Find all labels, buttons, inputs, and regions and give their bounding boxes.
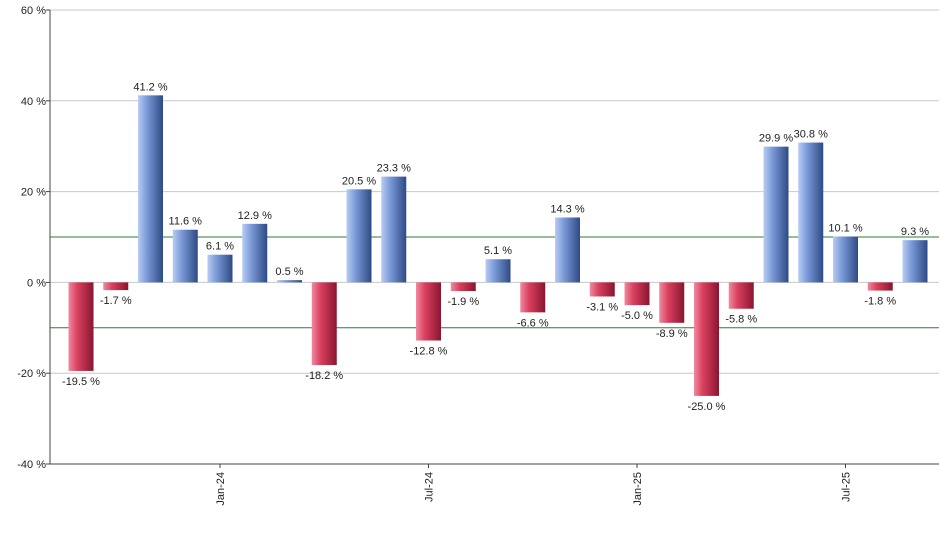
x-tick-label: Jul-24 (424, 472, 436, 502)
data-label: -25.0 % (688, 401, 726, 413)
data-label: -1.7 % (100, 295, 132, 307)
data-label: 30.8 % (794, 129, 828, 141)
bar (520, 282, 546, 313)
data-label: -5.0 % (621, 310, 653, 322)
axes (46, 9, 939, 468)
data-label: -19.5 % (62, 376, 100, 388)
bar (763, 146, 789, 283)
bar (450, 282, 476, 292)
data-label: -1.9 % (447, 296, 479, 308)
y-tick-label: -20 % (17, 368, 46, 380)
data-label: -18.2 % (305, 370, 343, 382)
bar (172, 229, 198, 283)
reference-lines (50, 236, 939, 329)
bar (277, 280, 302, 283)
data-label: 14.3 % (550, 203, 584, 215)
data-label: 10.1 % (828, 223, 862, 235)
data-labels: -19.5 % -1.7 % 41.2 % 11.6 % 6.1 % 12.9 % 0.5 … (62, 81, 929, 413)
data-label: 6.1 % (206, 241, 234, 253)
bar (659, 282, 685, 323)
y-tick-label: 20 % (21, 187, 46, 199)
data-label: -12.8 % (410, 346, 448, 358)
y-tick-label: 0 % (27, 277, 46, 289)
y-tick-labels: -40 % -20 % 0 % 20 % 40 % 60 % (17, 5, 46, 471)
y-tick-label: 40 % (21, 96, 46, 108)
data-label: -1.8 % (864, 296, 896, 308)
bar (624, 282, 650, 306)
bar (346, 189, 372, 283)
bar (867, 282, 893, 291)
bar (416, 282, 441, 341)
data-label: 29.9 % (759, 133, 793, 145)
x-tick-labels: Jan-24 Jul-24 Jan-25 Jul-25 (215, 472, 853, 506)
y-tick-label: -40 % (17, 459, 46, 471)
data-label: -3.1 % (586, 301, 618, 313)
bar (207, 254, 233, 283)
bar (381, 176, 407, 283)
data-label: 0.5 % (275, 266, 303, 278)
data-label: -8.9 % (656, 328, 688, 340)
data-label: 23.3 % (377, 163, 411, 175)
bar (694, 282, 719, 396)
bar (103, 282, 129, 291)
x-tick-label: Jul-25 (841, 472, 853, 502)
bar (555, 217, 580, 283)
bar (833, 236, 858, 283)
bars (68, 95, 928, 396)
data-label: 41.2 % (133, 81, 167, 93)
data-label: 5.1 % (484, 245, 512, 257)
x-tick-label: Jan-25 (632, 472, 644, 506)
data-label: -6.6 % (517, 317, 549, 329)
bar (242, 223, 268, 283)
bar (798, 142, 824, 283)
bar (138, 95, 163, 283)
bar (68, 282, 94, 371)
data-label: 12.9 % (238, 210, 272, 222)
bar (589, 282, 615, 297)
data-label: 20.5 % (342, 175, 376, 187)
bar (728, 282, 754, 309)
y-tick-label: 60 % (21, 5, 46, 17)
data-label: -5.8 % (725, 314, 757, 326)
bar (311, 282, 337, 366)
data-label: 11.6 % (169, 216, 203, 228)
x-tick-label: Jan-24 (215, 472, 227, 506)
bar (485, 259, 511, 283)
data-label: 9.3 % (901, 226, 929, 238)
bar (902, 240, 928, 283)
